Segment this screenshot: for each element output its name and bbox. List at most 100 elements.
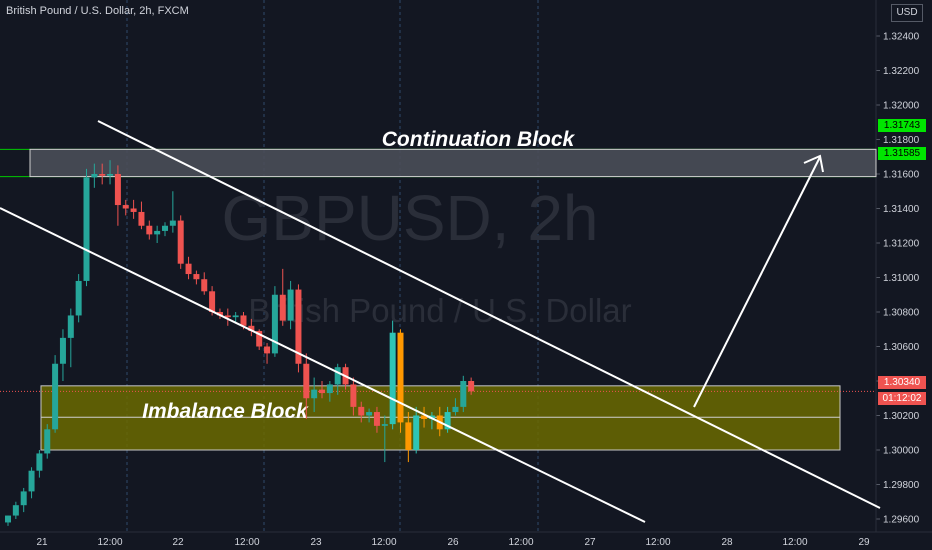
x-tick-label: 27 [584, 537, 596, 548]
price-tag-continuation-top: 1.31743 [878, 119, 926, 132]
watermark-name: British Pound / U.S. Dollar [248, 292, 631, 329]
candle-body [59, 337, 66, 364]
watermark-symbol: GBPUSD, 2h [221, 182, 598, 254]
candle-body [264, 346, 271, 354]
x-tick-label: 12:00 [234, 537, 259, 548]
x-tick-label: 26 [447, 537, 459, 548]
candle-body [413, 415, 420, 450]
candles [5, 160, 475, 526]
projection-arrow [693, 156, 821, 408]
candle-body [185, 263, 192, 275]
candle-body [201, 279, 208, 292]
x-tick-label: 22 [172, 537, 184, 548]
x-tick-label: 12:00 [371, 537, 396, 548]
candle-body [224, 315, 231, 318]
candle-body [216, 312, 223, 316]
y-tick-label: 1.30200 [883, 411, 920, 422]
candle-body [319, 389, 325, 394]
candle-body [177, 220, 184, 264]
candle-body [460, 381, 467, 407]
candle-body [44, 429, 51, 454]
candle-body [311, 389, 318, 399]
x-tick-label: 23 [310, 537, 322, 548]
candle-body [452, 406, 459, 413]
countdown-tag: 01:12:02 [878, 392, 926, 405]
candle-body [334, 367, 341, 385]
candle-body [358, 406, 365, 416]
y-tick-label: 1.30800 [883, 308, 920, 319]
candle-body [389, 332, 396, 425]
candle-body [279, 294, 286, 321]
y-tick-label: 1.31400 [883, 204, 920, 215]
candle-body [130, 208, 137, 212]
imbalance-label: Imbalance Block [142, 400, 309, 423]
channel-lower-line [0, 207, 646, 523]
continuation-label: Continuation Block [382, 128, 576, 151]
candle-body [28, 470, 35, 492]
price-axis: 1.32400 1.32200 1.32000 1.31800 1.31600 1.314… [876, 32, 920, 526]
candle-body [83, 177, 90, 281]
y-tick-label: 1.30000 [883, 446, 920, 457]
candle-body [114, 174, 121, 206]
y-tick-label: 1.31000 [883, 273, 920, 284]
candle-body [209, 291, 216, 312]
price-tag-last: 1.30340 [878, 376, 926, 389]
candle-body [248, 325, 255, 331]
candle-body [397, 332, 404, 423]
candle-body [444, 412, 451, 430]
continuation-block [29, 148, 877, 178]
candle-body [366, 412, 373, 416]
y-tick-label: 1.32000 [883, 101, 920, 112]
y-tick-label: 1.29800 [883, 480, 920, 491]
x-tick-label: 12:00 [97, 537, 122, 548]
candle-body [67, 315, 74, 338]
candle-body [20, 491, 27, 506]
candle-body [99, 174, 106, 176]
x-tick-label: 28 [721, 537, 733, 548]
candle-body [5, 515, 11, 523]
candle-body [107, 174, 114, 176]
y-tick-label: 1.31800 [883, 135, 920, 146]
candle-body [122, 205, 129, 209]
channel-upper-line [97, 120, 881, 509]
candle-body [232, 315, 239, 318]
y-tick-label: 1.29600 [883, 515, 920, 526]
y-tick-label: 1.31600 [883, 170, 920, 181]
candle-body [271, 294, 278, 354]
candle-body [240, 315, 247, 326]
drawings [0, 120, 881, 523]
candle-body [169, 220, 176, 226]
candle-body [405, 422, 412, 450]
candle-body [193, 274, 200, 280]
candle-body [295, 289, 302, 364]
candle-body [287, 289, 294, 321]
candle-body [52, 363, 59, 430]
time-axis: 21 12:00 22 12:00 23 12:00 26 12:00 27 12:00 28 12:… [36, 537, 870, 548]
y-tick-label: 1.31200 [883, 239, 920, 250]
vertical-grid [126, 0, 539, 532]
x-tick-label: 12:00 [645, 537, 670, 548]
x-tick-label: 12:00 [782, 537, 807, 548]
candle-body [146, 225, 153, 235]
candle-body [326, 384, 333, 394]
candle-body [75, 280, 82, 316]
currency-label[interactable]: USD [891, 4, 923, 22]
candle-body [138, 211, 145, 226]
y-tick-label: 1.30600 [883, 342, 920, 353]
price-tag-continuation-bottom: 1.31585 [878, 147, 926, 160]
arrow-head [803, 154, 824, 173]
symbol-header[interactable]: British Pound / U.S. Dollar, 2h, FXCM [6, 5, 189, 17]
candle-body [303, 363, 310, 399]
candle-body [373, 412, 380, 426]
x-tick-label: 29 [858, 537, 870, 548]
y-tick-label: 1.32400 [883, 32, 920, 43]
candle-body [421, 415, 428, 419]
candle-body [91, 174, 98, 178]
candle-body [162, 225, 168, 231]
x-tick-label: 12:00 [508, 537, 533, 548]
candle-body [12, 505, 19, 516]
candle-body [381, 424, 388, 426]
candle-body [468, 381, 475, 392]
candle-body [154, 230, 161, 235]
